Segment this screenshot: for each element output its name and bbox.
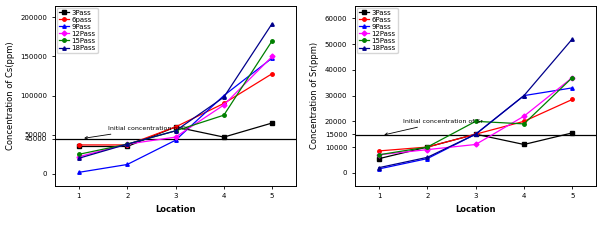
9Pass — [268, 57, 276, 60]
18Pass — [268, 22, 276, 25]
15Pass — [376, 153, 383, 156]
9Pass — [220, 94, 228, 97]
18Pass — [172, 129, 179, 132]
3Pass — [376, 157, 383, 160]
Y-axis label: Concentration of Cs(ppm): Concentration of Cs(ppm) — [5, 41, 14, 150]
15Pass — [520, 123, 527, 125]
12Pass — [376, 153, 383, 156]
6pass — [268, 72, 276, 75]
Line: 9Pass: 9Pass — [77, 56, 274, 174]
12Pass — [268, 55, 276, 58]
18Pass — [569, 38, 576, 40]
Line: 15Pass: 15Pass — [77, 39, 274, 156]
15Pass — [123, 143, 131, 146]
15Pass — [172, 129, 179, 132]
6pass — [123, 144, 131, 146]
15Pass — [424, 146, 431, 149]
12Pass — [123, 143, 131, 146]
15Pass — [472, 120, 479, 123]
18Pass — [75, 157, 82, 160]
Line: 9Pass: 9Pass — [377, 86, 574, 171]
X-axis label: Location: Location — [155, 205, 196, 214]
3Pass — [123, 145, 131, 148]
12Pass — [75, 155, 82, 158]
9Pass — [569, 86, 576, 89]
Y-axis label: Concentration of Sr(ppm): Concentration of Sr(ppm) — [310, 42, 319, 149]
15Pass — [220, 114, 228, 117]
12Pass — [424, 148, 431, 151]
6Pass — [569, 98, 576, 101]
15Pass — [75, 153, 82, 156]
18Pass — [424, 156, 431, 159]
18Pass — [472, 133, 479, 136]
6Pass — [424, 146, 431, 149]
Line: 18Pass: 18Pass — [377, 37, 574, 169]
12Pass — [472, 143, 479, 146]
Line: 15Pass: 15Pass — [377, 76, 574, 157]
Line: 6pass: 6pass — [77, 72, 274, 147]
Line: 3Pass: 3Pass — [77, 121, 274, 148]
6pass — [172, 125, 179, 128]
6Pass — [472, 133, 479, 136]
Text: Initial concentration of Sr: Initial concentration of Sr — [385, 119, 483, 135]
6Pass — [520, 120, 527, 123]
9Pass — [123, 163, 131, 166]
3Pass — [172, 125, 179, 128]
3Pass — [424, 146, 431, 149]
3Pass — [472, 133, 479, 136]
6Pass — [376, 149, 383, 152]
9Pass — [520, 94, 527, 97]
Line: 6Pass: 6Pass — [377, 98, 574, 153]
Line: 12Pass: 12Pass — [77, 55, 274, 159]
12Pass — [220, 104, 228, 106]
18Pass — [220, 96, 228, 99]
12Pass — [520, 115, 527, 118]
Line: 3Pass: 3Pass — [377, 131, 574, 160]
18Pass — [376, 166, 383, 169]
9Pass — [472, 133, 479, 136]
9Pass — [424, 157, 431, 160]
6pass — [75, 144, 82, 146]
Text: Initial concentration of Cs: Initial concentration of Cs — [85, 126, 189, 139]
18Pass — [520, 94, 527, 97]
3Pass — [220, 136, 228, 139]
18Pass — [123, 143, 131, 146]
9Pass — [172, 139, 179, 142]
Legend: 3Pass, 6pass, 9Pass, 12Pass, 15Pass, 18Pass: 3Pass, 6pass, 9Pass, 12Pass, 15Pass, 18P… — [57, 8, 98, 53]
15Pass — [268, 39, 276, 42]
3Pass — [268, 122, 276, 124]
15Pass — [569, 76, 576, 79]
9Pass — [75, 171, 82, 174]
3Pass — [75, 145, 82, 148]
Line: 12Pass: 12Pass — [377, 76, 574, 157]
9Pass — [376, 168, 383, 170]
3Pass — [520, 143, 527, 146]
6pass — [220, 102, 228, 105]
Legend: 3Pass, 6Pass, 9Pass, 12Pass, 15Pass, 18Pass: 3Pass, 6Pass, 9Pass, 12Pass, 15Pass, 18P… — [357, 8, 398, 53]
Line: 18Pass: 18Pass — [77, 22, 274, 160]
12Pass — [569, 76, 576, 79]
3Pass — [569, 131, 576, 134]
12Pass — [172, 136, 179, 139]
X-axis label: Location: Location — [456, 205, 496, 214]
